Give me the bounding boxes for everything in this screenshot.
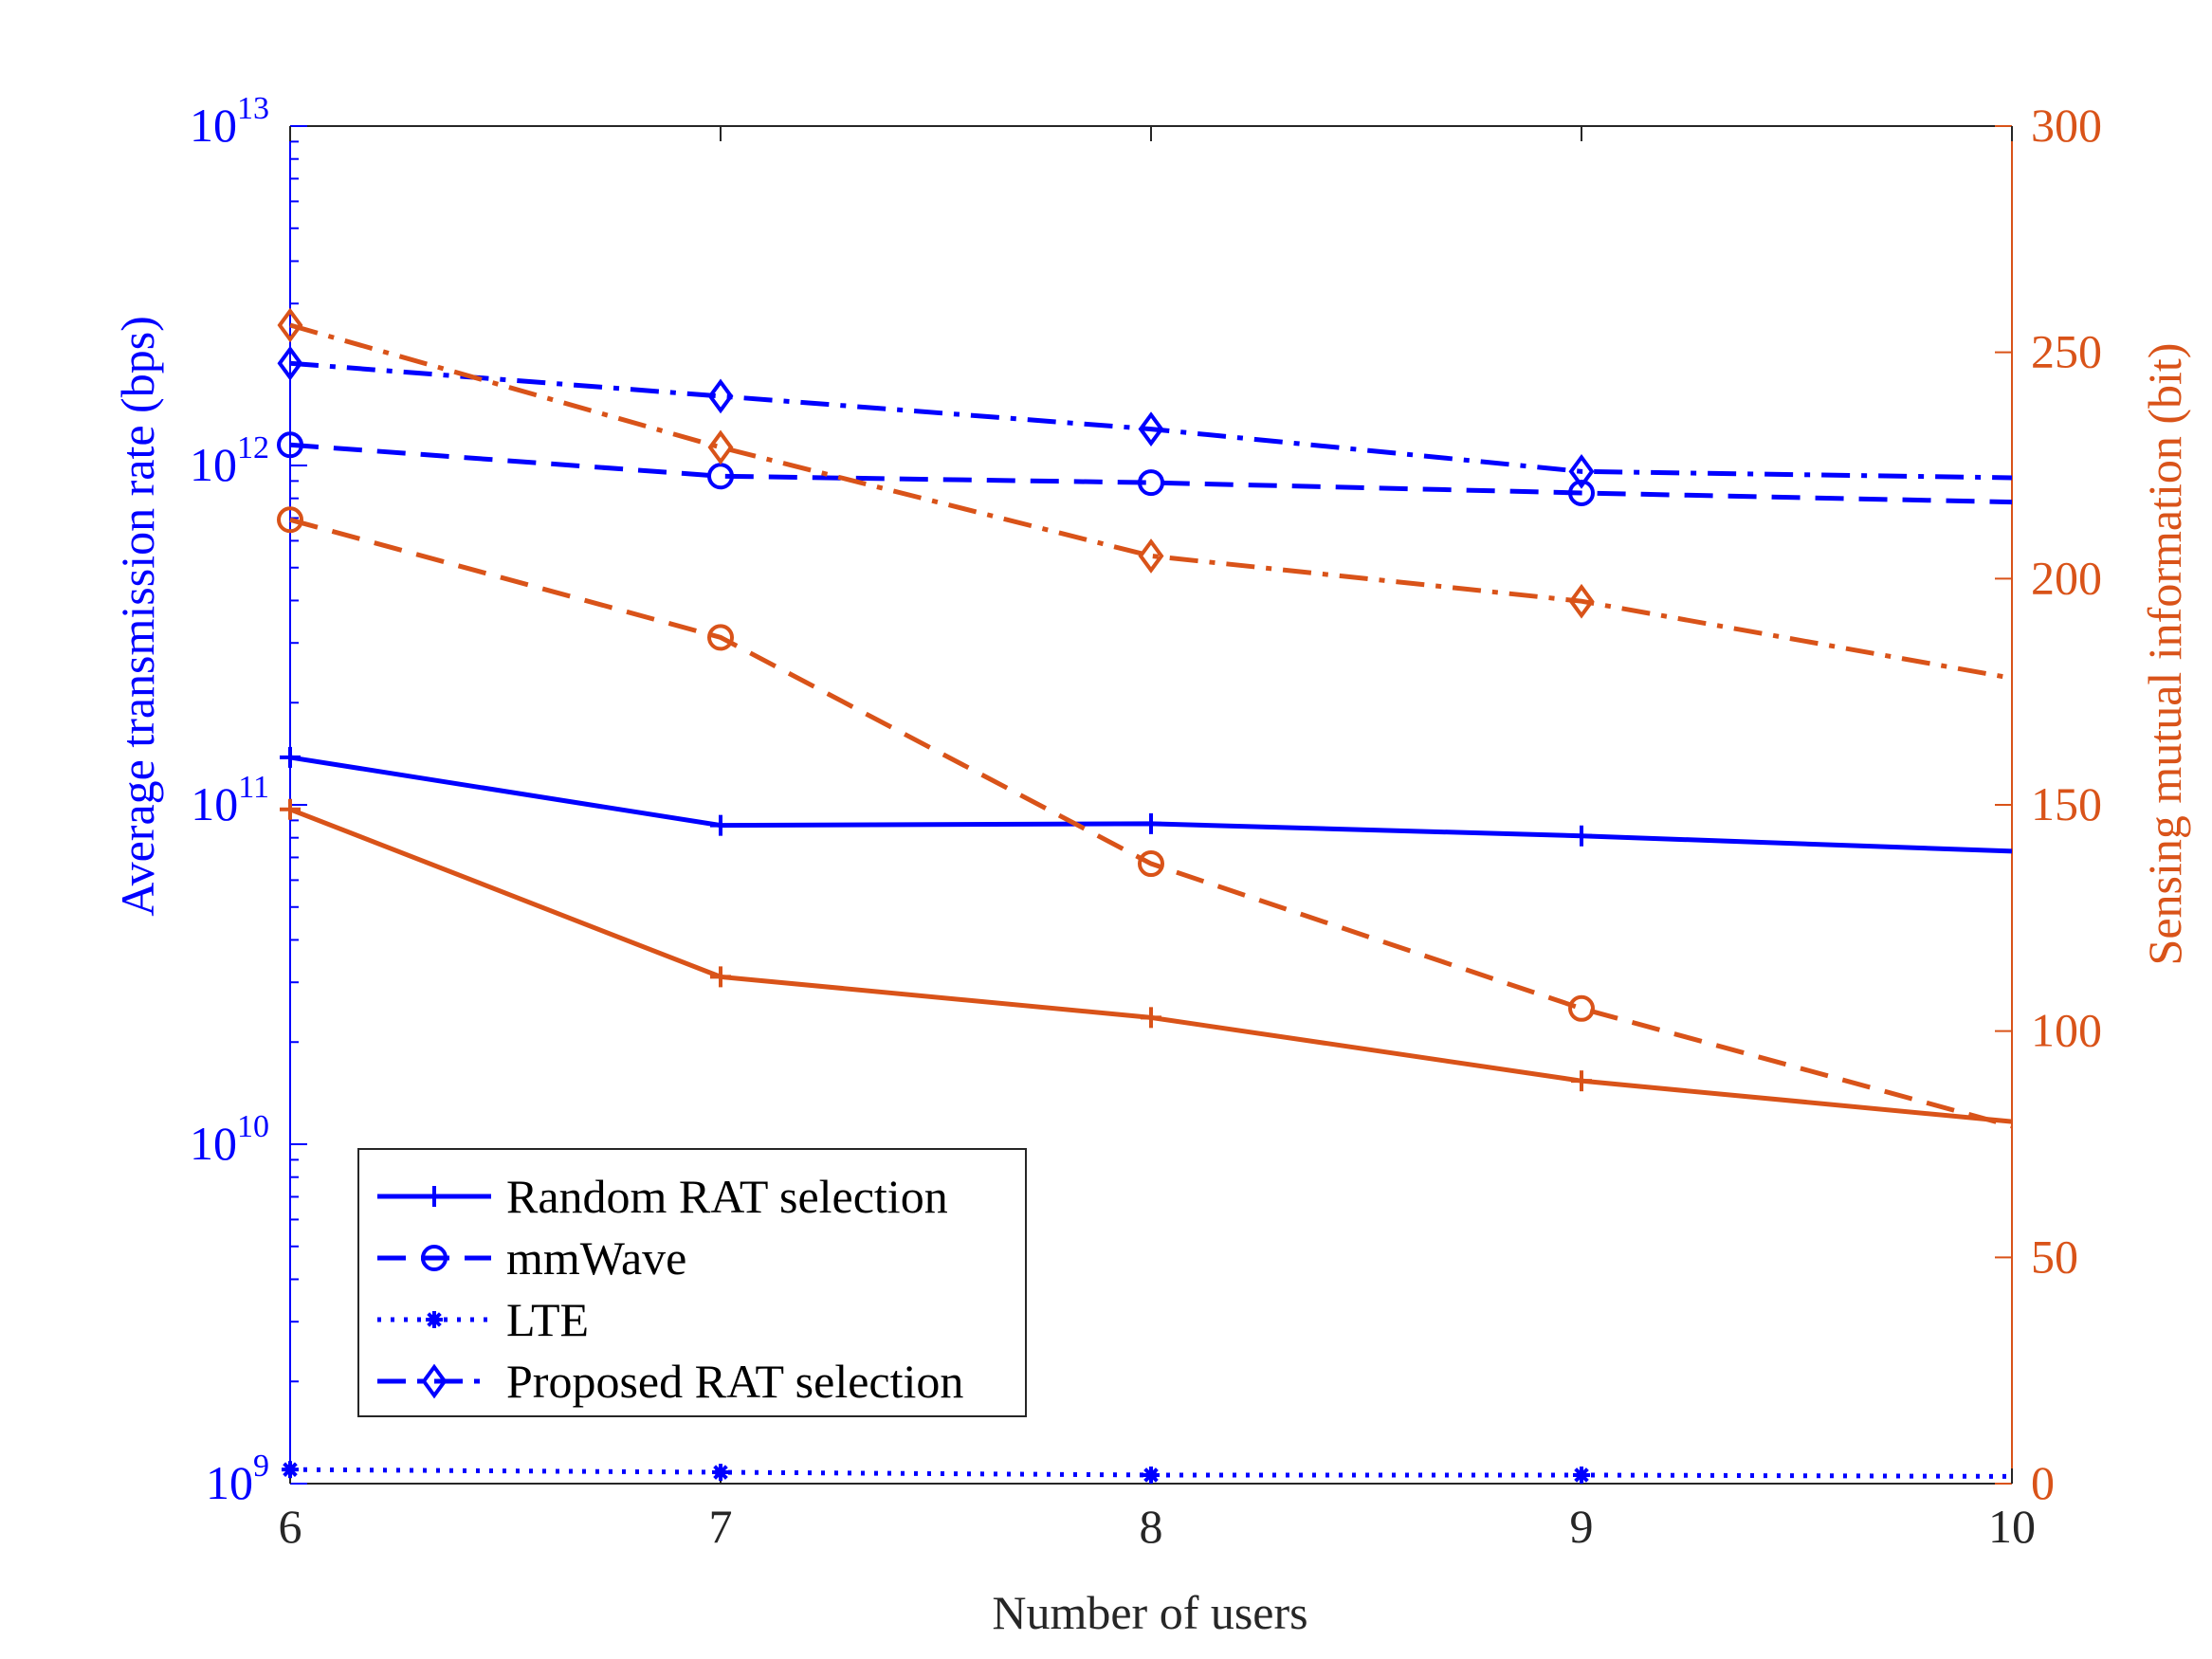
series-4 bbox=[280, 798, 2013, 1124]
series-line bbox=[289, 360, 2013, 481]
series-0 bbox=[280, 746, 2013, 854]
left-tick-label: 1011 bbox=[191, 770, 269, 830]
series-line bbox=[289, 755, 2013, 854]
left-tick-label: 109 bbox=[206, 1449, 269, 1509]
right-tick-label: 150 bbox=[2031, 777, 2102, 830]
right-tick-label: 100 bbox=[2031, 1004, 2102, 1057]
legend-label: Proposed RAT selection bbox=[506, 1355, 963, 1408]
marker-circle bbox=[1138, 850, 1164, 878]
legend: Random RAT selection mmWave LTE Proposed RA… bbox=[357, 1148, 1027, 1417]
series-line bbox=[289, 1467, 2013, 1479]
legend-label: mmWave bbox=[506, 1231, 686, 1285]
right-y-axis: 0 50 100 150 200 250 300 bbox=[1995, 99, 2102, 1509]
marker-asterisk bbox=[713, 1465, 728, 1480]
right-tick-label: 0 bbox=[2031, 1456, 2055, 1509]
marker-diamond bbox=[1138, 538, 1164, 574]
left-y-axis-title: Average transmission rate (bps) bbox=[111, 316, 164, 917]
series-line bbox=[289, 807, 2013, 1124]
marker-circle bbox=[1568, 994, 1595, 1022]
series-line bbox=[289, 442, 2013, 505]
legend-entry: mmWave bbox=[377, 1231, 686, 1285]
x-tick-label: 6 bbox=[279, 1500, 302, 1553]
marker-diamond bbox=[277, 345, 303, 381]
x-tick-label: 10 bbox=[1988, 1500, 2036, 1553]
legend-entry: Proposed RAT selection bbox=[377, 1355, 963, 1408]
marker-diamond bbox=[1568, 453, 1595, 489]
marker-circle bbox=[277, 506, 303, 534]
left-tick-label: 1013 bbox=[190, 91, 269, 152]
legend-box bbox=[357, 1148, 1027, 1417]
marker-asterisk bbox=[427, 1312, 442, 1327]
x-tick-label: 7 bbox=[709, 1500, 733, 1553]
right-tick-label: 200 bbox=[2031, 551, 2102, 604]
x-axis-title: Number of users bbox=[992, 1586, 1307, 1639]
legend-entry: LTE bbox=[377, 1293, 589, 1346]
x-tick-label: 8 bbox=[1140, 1500, 1163, 1553]
series-3 bbox=[277, 345, 2013, 489]
marker-circle bbox=[277, 431, 303, 459]
series-2 bbox=[282, 1461, 2013, 1484]
series-5 bbox=[277, 506, 2013, 1129]
x-tick-label: 9 bbox=[1570, 1500, 1594, 1553]
marker-diamond bbox=[1138, 411, 1164, 447]
right-tick-label: 300 bbox=[2031, 99, 2102, 152]
marker-circle bbox=[421, 1245, 448, 1271]
series-6 bbox=[277, 307, 2013, 681]
legend-label: Random RAT selection bbox=[506, 1170, 948, 1223]
marker-diamond bbox=[707, 429, 734, 465]
marker-diamond bbox=[707, 378, 734, 414]
marker-circle bbox=[1568, 479, 1595, 506]
series-layer bbox=[277, 307, 2013, 1484]
left-y-axis: 109 1010 1011 1012 1013 bbox=[190, 91, 307, 1509]
left-tick-label: 1012 bbox=[190, 430, 269, 491]
legend-entry: Random RAT selection bbox=[377, 1170, 948, 1223]
legend-label: LTE bbox=[506, 1293, 589, 1346]
marker-diamond bbox=[421, 1363, 448, 1399]
left-tick-label: 1010 bbox=[190, 1109, 269, 1170]
marker-diamond bbox=[277, 307, 303, 343]
right-tick-label: 250 bbox=[2031, 325, 2102, 378]
series-line bbox=[289, 517, 2013, 1129]
marker-circle bbox=[1138, 469, 1164, 497]
marker-asterisk bbox=[1143, 1468, 1159, 1483]
marker-diamond bbox=[1568, 583, 1595, 619]
series-line bbox=[289, 322, 2013, 681]
marker-circle bbox=[707, 624, 734, 651]
x-axis: 6 7 8 9 10 bbox=[279, 126, 2036, 1553]
series-1 bbox=[277, 431, 2013, 506]
marker-asterisk bbox=[283, 1462, 298, 1477]
marker-asterisk bbox=[1574, 1468, 1589, 1483]
right-y-axis-title: Sensing mutual information (bit) bbox=[2138, 343, 2191, 966]
right-tick-label: 50 bbox=[2031, 1230, 2078, 1283]
